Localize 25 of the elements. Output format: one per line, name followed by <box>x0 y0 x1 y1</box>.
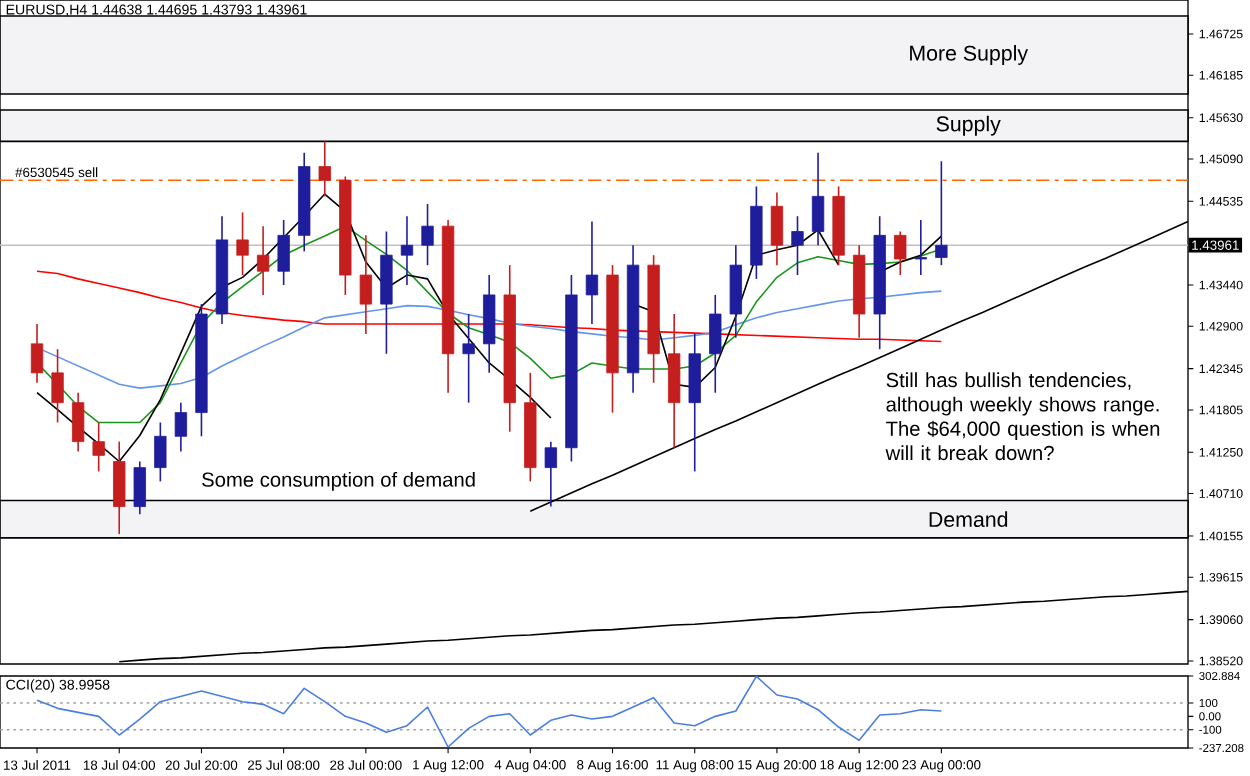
candlestick <box>92 421 105 473</box>
candlestick <box>585 220 599 325</box>
candlestick <box>154 421 167 483</box>
annotation: Still has bullish tendencies, although weekly shows range. The $64,000 question is when will it break down? <box>885 372 1160 461</box>
candlestick <box>277 219 290 286</box>
candlestick <box>174 401 188 453</box>
candlestick <box>462 313 475 404</box>
candlestick <box>935 160 948 266</box>
candlestick <box>256 225 270 296</box>
candlestick <box>51 348 64 424</box>
band-label: Supply <box>936 115 1001 136</box>
candlestick <box>421 203 434 266</box>
candlestick <box>544 440 557 508</box>
candlestick <box>113 440 126 535</box>
candlestick <box>400 215 414 286</box>
candlestick <box>811 152 825 247</box>
candlestick <box>359 234 373 335</box>
band-label: More Supply <box>910 45 1029 65</box>
candlestick <box>71 391 85 453</box>
candlestick <box>30 323 44 384</box>
candlestick <box>133 460 146 516</box>
candlestick <box>318 140 331 198</box>
annotation: Some consumption of demand <box>202 471 475 491</box>
band-label: Demand <box>929 511 1008 528</box>
candlestick <box>236 211 249 276</box>
